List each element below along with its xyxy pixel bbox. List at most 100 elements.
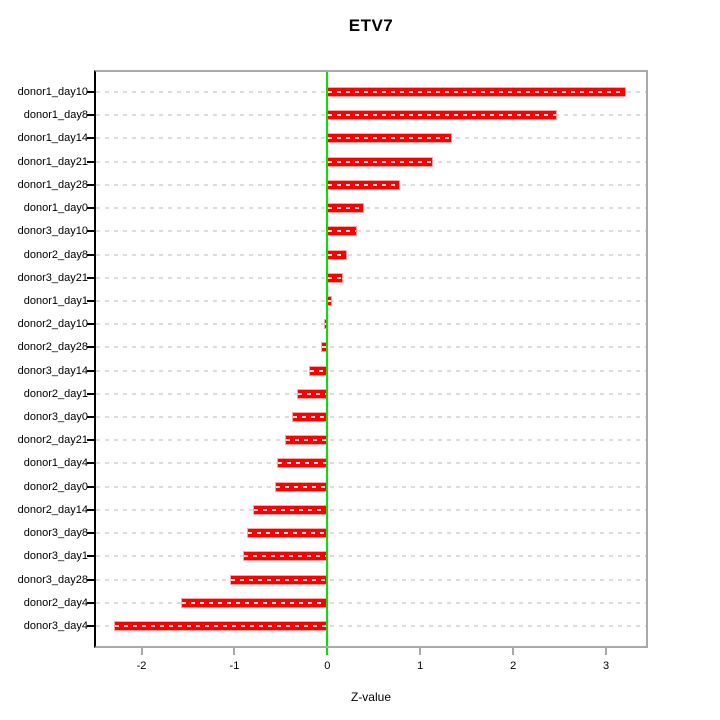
gridline	[96, 508, 646, 511]
y-tick	[87, 91, 94, 93]
y-axis-label: donor1_day8	[23, 109, 88, 122]
y-tick	[87, 462, 94, 465]
y-axis-label: donor2_day28	[17, 341, 88, 354]
y-tick	[87, 392, 94, 395]
x-tick	[419, 648, 422, 655]
bar	[181, 597, 328, 608]
y-tick	[87, 601, 94, 604]
y-axis-label: donor1_day10	[17, 86, 88, 98]
bar	[327, 226, 358, 237]
x-axis-tick-label: 2	[510, 660, 517, 672]
bar-inner-dash	[182, 601, 327, 604]
bar	[308, 365, 328, 376]
bar-inner-dash	[328, 114, 556, 117]
y-tick	[87, 137, 94, 140]
y-tick	[87, 578, 94, 581]
chart-title: ETV7	[348, 16, 394, 35]
x-axis-tick-label: 3	[602, 660, 610, 672]
y-tick	[87, 532, 94, 535]
bar-inner-dash	[230, 578, 327, 581]
gridline	[96, 392, 646, 395]
y-axis-label: donor1_day28	[17, 178, 88, 191]
gridline	[96, 323, 646, 326]
y-tick	[87, 323, 94, 326]
bar-inner-dash	[276, 485, 327, 488]
bar-inner-dash	[328, 253, 346, 256]
bar	[296, 388, 328, 399]
y-tick	[87, 485, 94, 488]
y-tick	[87, 299, 94, 302]
y-tick	[87, 508, 94, 511]
gridline	[96, 346, 646, 349]
bar-inner-dash	[278, 462, 327, 465]
bar	[113, 620, 328, 631]
bar-inner-dash	[328, 230, 357, 233]
x-axis-tick-label: 1	[417, 660, 424, 672]
bar	[247, 528, 328, 539]
x-axis-tick-label: -1	[229, 660, 240, 672]
bar	[242, 551, 328, 562]
bar	[327, 203, 364, 214]
y-tick	[87, 160, 94, 163]
gridline	[96, 532, 646, 535]
bar-inner-dash	[324, 323, 327, 326]
bar	[327, 272, 344, 283]
gridline	[96, 439, 646, 442]
y-axis-label: donor3_day14	[17, 364, 88, 377]
y-axis-label: donor3_day10	[17, 225, 88, 238]
gridline	[96, 276, 646, 279]
y-axis-label: donor3_day0	[23, 411, 88, 424]
y-axis-label: donor1_day0	[23, 202, 88, 215]
bar-inner-dash	[328, 183, 399, 186]
bar-inner-dash	[321, 346, 327, 349]
gridline	[96, 462, 646, 465]
y-axis-label: donor3_day28	[17, 573, 88, 586]
y-axis-label: donor3_day21	[17, 271, 88, 284]
plot-area	[94, 70, 648, 648]
x-tick	[326, 648, 329, 655]
gridline	[96, 230, 646, 233]
y-tick	[87, 114, 94, 117]
bar	[327, 179, 400, 190]
y-axis-label: donor1_day14	[17, 132, 88, 145]
y-axis-label: donor1_day21	[17, 155, 88, 168]
gridline	[96, 207, 646, 210]
y-tick	[87, 230, 94, 233]
bar	[327, 110, 557, 121]
bar-inner-dash	[309, 369, 327, 372]
y-axis-label: donor3_day8	[23, 527, 88, 540]
bar-inner-dash	[328, 137, 451, 140]
y-axis-label: donor2_day21	[17, 434, 88, 447]
x-tick	[605, 648, 608, 655]
x-tick	[512, 648, 515, 655]
bar	[327, 249, 347, 260]
bar-inner-dash	[328, 91, 626, 93]
gridline	[96, 299, 646, 302]
bar	[327, 156, 434, 167]
bar-inner-dash	[328, 160, 433, 163]
x-axis-tick-label: -2	[136, 660, 147, 672]
x-tick	[233, 648, 236, 655]
bar-inner-dash	[328, 207, 363, 210]
bar-inner-dash	[254, 508, 327, 511]
x-tick	[140, 648, 143, 655]
bar-inner-dash	[248, 532, 327, 535]
y-tick	[87, 624, 94, 627]
bar	[284, 435, 328, 446]
bar	[275, 481, 328, 492]
y-tick	[87, 207, 94, 210]
bar-inner-dash	[285, 439, 327, 442]
gridline	[96, 578, 646, 581]
y-axis-label: donor2_day4	[23, 596, 88, 609]
bar	[292, 412, 328, 423]
bar-inner-dash	[243, 555, 327, 558]
x-axis-title: Z-value	[350, 690, 391, 704]
bar-inner-dash	[114, 624, 327, 627]
gridline	[96, 485, 646, 488]
y-tick	[87, 276, 94, 279]
zero-reference-line	[326, 72, 329, 646]
gridline	[96, 416, 646, 419]
y-axis-label: donor2_day1	[23, 387, 88, 400]
gridline	[96, 624, 646, 627]
